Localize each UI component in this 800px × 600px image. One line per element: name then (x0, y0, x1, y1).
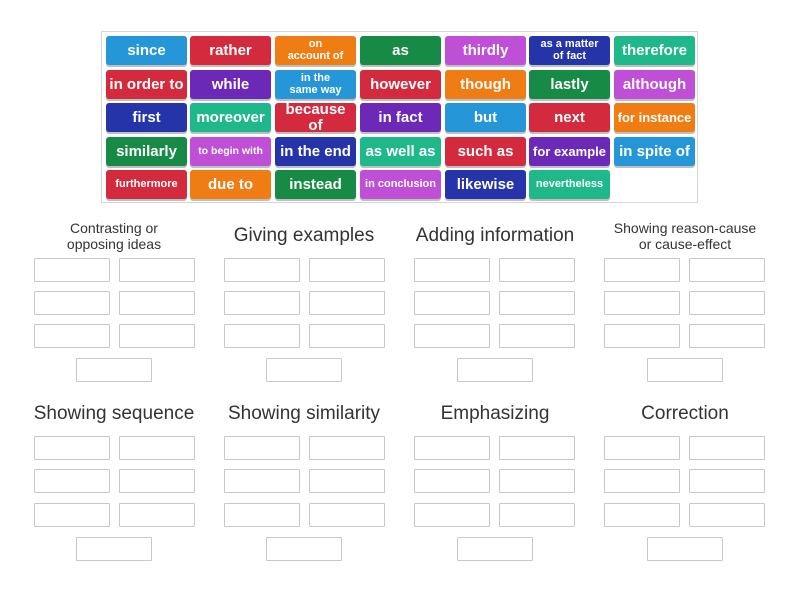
word-tile[interactable]: furthermore (106, 170, 187, 199)
drop-slot[interactable] (499, 258, 575, 282)
word-tile[interactable]: as well as (360, 137, 441, 166)
drop-slot[interactable] (604, 291, 680, 315)
drop-slot[interactable] (689, 324, 765, 348)
drop-slot[interactable] (34, 258, 110, 282)
drop-slot[interactable] (76, 358, 152, 382)
category-title: Contrasting or opposing ideas (66, 219, 162, 252)
category-title: Adding information (415, 225, 575, 246)
category-title: Correction (641, 403, 729, 424)
word-tile[interactable]: because of (275, 103, 356, 132)
category-title: Giving examples (233, 225, 375, 246)
word-tile[interactable]: however (360, 70, 441, 99)
drop-slot[interactable] (689, 291, 765, 315)
word-tile[interactable]: to begin with (190, 137, 271, 166)
word-tile[interactable]: moreover (190, 103, 271, 132)
drop-slot[interactable] (414, 469, 490, 493)
drop-slot[interactable] (414, 503, 490, 527)
word-tile[interactable]: for instance (614, 103, 695, 132)
drop-slot[interactable] (457, 358, 533, 382)
drop-slot[interactable] (119, 503, 195, 527)
word-tile[interactable]: in spite of (614, 137, 695, 166)
word-tile[interactable]: in the same way (275, 70, 356, 99)
drop-slot[interactable] (647, 358, 723, 382)
drop-slot[interactable] (34, 503, 110, 527)
drop-slot[interactable] (309, 258, 385, 282)
word-tile[interactable]: nevertheless (529, 170, 610, 199)
drop-slot[interactable] (689, 258, 765, 282)
drop-slot[interactable] (119, 324, 195, 348)
word-tile[interactable]: although (614, 70, 695, 99)
drop-slot[interactable] (76, 537, 152, 561)
word-tile[interactable]: but (445, 103, 526, 132)
drop-slot[interactable] (119, 291, 195, 315)
drop-slot[interactable] (309, 324, 385, 348)
drop-slot[interactable] (34, 324, 110, 348)
word-tile[interactable]: in the end (275, 137, 356, 166)
word-tile[interactable]: on account of (275, 36, 356, 65)
drop-slot[interactable] (689, 503, 765, 527)
drop-slot[interactable] (689, 469, 765, 493)
word-tile[interactable]: instead (275, 170, 356, 199)
drop-slot[interactable] (266, 537, 342, 561)
drop-slot[interactable] (224, 503, 300, 527)
drop-slot[interactable] (499, 324, 575, 348)
word-tile[interactable]: as a matter of fact (529, 36, 610, 65)
drop-slot[interactable] (119, 469, 195, 493)
drop-slot[interactable] (119, 258, 195, 282)
drop-slot[interactable] (414, 291, 490, 315)
word-tile[interactable]: thirdly (445, 36, 526, 65)
drop-slot[interactable] (499, 469, 575, 493)
drop-slot[interactable] (309, 291, 385, 315)
drop-slot[interactable] (34, 436, 110, 460)
word-tile[interactable]: while (190, 70, 271, 99)
drop-slot[interactable] (689, 436, 765, 460)
word-tile[interactable]: though (445, 70, 526, 99)
drop-slot[interactable] (266, 358, 342, 382)
drop-slot[interactable] (414, 436, 490, 460)
word-tile[interactable]: as (360, 36, 441, 65)
drop-slot[interactable] (604, 469, 680, 493)
drop-slot[interactable] (499, 436, 575, 460)
word-tile[interactable]: similarly (106, 137, 187, 166)
drop-slot[interactable] (34, 469, 110, 493)
word-tile[interactable]: lastly (529, 70, 610, 99)
category-title: Showing reason-cause or cause-effect (613, 219, 757, 252)
drop-slot[interactable] (647, 537, 723, 561)
drop-slot[interactable] (224, 436, 300, 460)
drop-slot[interactable] (34, 291, 110, 315)
word-tile[interactable]: likewise (445, 170, 526, 199)
word-tile-bank: since rather on account of as thirdly as… (101, 31, 698, 203)
drop-slot[interactable] (224, 324, 300, 348)
word-tile[interactable]: rather (190, 36, 271, 65)
word-tile[interactable]: first (106, 103, 187, 132)
word-tile[interactable]: next (529, 103, 610, 132)
drop-slot[interactable] (309, 436, 385, 460)
drop-slot[interactable] (309, 469, 385, 493)
category-title: Showing similarity (227, 403, 381, 424)
drop-slot[interactable] (499, 291, 575, 315)
drop-slot[interactable] (604, 436, 680, 460)
drop-slot[interactable] (119, 436, 195, 460)
word-tile[interactable]: for example (529, 137, 610, 166)
drop-slot[interactable] (604, 324, 680, 348)
word-tile[interactable]: in order to (106, 70, 187, 99)
drop-slot[interactable] (414, 258, 490, 282)
drop-slot[interactable] (224, 291, 300, 315)
drop-slot[interactable] (499, 503, 575, 527)
drop-slot[interactable] (604, 503, 680, 527)
word-tile[interactable]: therefore (614, 36, 695, 65)
word-tile[interactable]: in conclusion (360, 170, 441, 199)
category-title: Emphasizing (440, 403, 550, 424)
drop-slot[interactable] (414, 324, 490, 348)
word-tile[interactable]: since (106, 36, 187, 65)
word-tile[interactable]: in fact (360, 103, 441, 132)
word-tile[interactable]: such as (445, 137, 526, 166)
drop-slot[interactable] (604, 258, 680, 282)
drop-slot[interactable] (224, 258, 300, 282)
category-title: Showing sequence (33, 403, 195, 424)
drop-slot[interactable] (457, 537, 533, 561)
drop-slot[interactable] (224, 469, 300, 493)
drop-slot[interactable] (309, 503, 385, 527)
word-tile[interactable]: due to (190, 170, 271, 199)
